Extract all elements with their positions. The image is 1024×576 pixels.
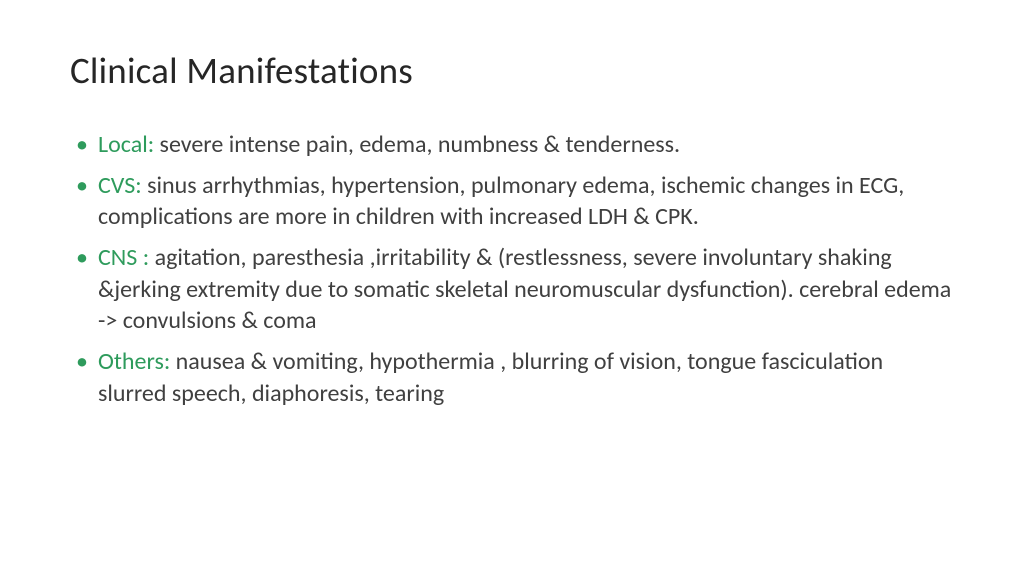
bullet-list: Local: severe intense pain, edema, numbn… (70, 129, 954, 409)
bullet-text: severe intense pain, edema, numbness & t… (154, 130, 680, 159)
bullet-label: Local: (98, 130, 154, 159)
list-item: CVS: sinus arrhythmias, hypertension, pu… (70, 170, 954, 233)
list-item: CNS : agitation, paresthesia ,irritabili… (70, 242, 954, 337)
list-item: Others: nausea & vomiting, hypothermia ,… (70, 346, 954, 409)
bullet-text: sinus arrhythmias, hypertension, pulmona… (98, 171, 904, 232)
bullet-label: CVS: (98, 171, 142, 200)
bullet-label: CNS : (98, 243, 149, 272)
bullet-text: nausea & vomiting, hypothermia , blurrin… (98, 347, 883, 408)
list-item: Local: severe intense pain, edema, numbn… (70, 129, 954, 161)
slide-title: Clinical Manifestations (70, 48, 954, 93)
bullet-label: Others: (98, 347, 170, 376)
bullet-text: agitation, paresthesia ,irritability & (… (98, 243, 951, 335)
